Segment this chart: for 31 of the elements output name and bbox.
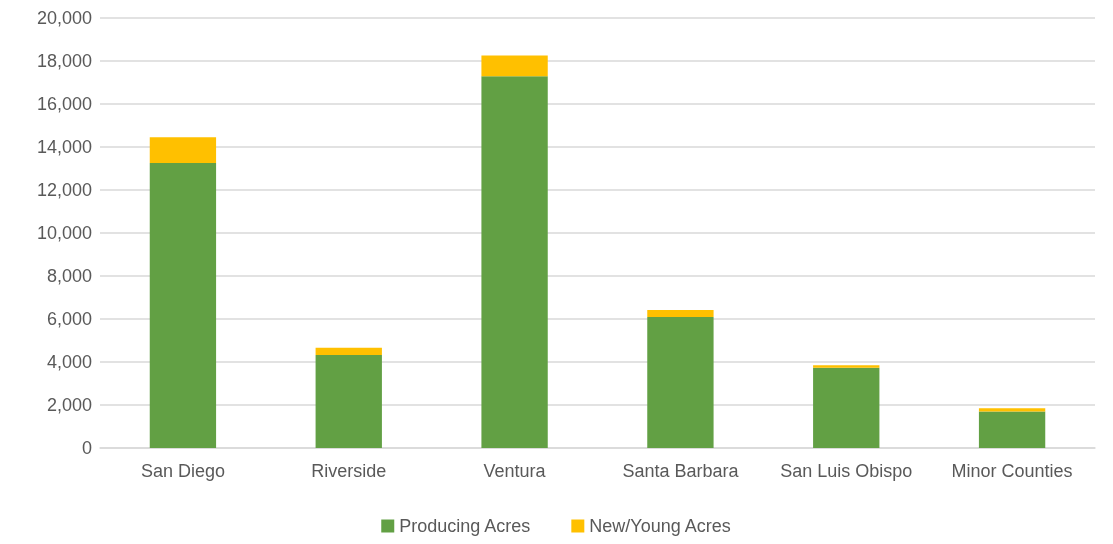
bar xyxy=(813,365,880,368)
y-tick-label: 16,000 xyxy=(36,94,92,114)
bar xyxy=(149,162,217,448)
y-tick-label: 14,000 xyxy=(36,137,92,157)
y-tick-label: 12,000 xyxy=(36,180,92,200)
y-tick-label: 18,000 xyxy=(36,51,92,71)
y-tick-label: 2,000 xyxy=(46,395,92,415)
bar xyxy=(481,76,548,448)
y-tick-label: 0 xyxy=(81,438,92,458)
y-tick-label: 4,000 xyxy=(46,352,92,372)
x-tick-label: Riverside xyxy=(311,461,387,481)
x-tick-label: San Diego xyxy=(140,461,225,481)
bar xyxy=(813,367,880,448)
y-tick-label: 8,000 xyxy=(46,266,92,286)
bar xyxy=(647,317,714,448)
bar xyxy=(647,309,714,318)
bar xyxy=(481,55,548,77)
y-tick-label: 20,000 xyxy=(36,8,92,28)
legend-label: Producing Acres xyxy=(399,516,531,536)
bar xyxy=(149,137,217,163)
y-tick-label: 6,000 xyxy=(46,309,92,329)
x-tick-label: San Luis Obispo xyxy=(780,461,913,481)
bar xyxy=(978,408,1046,412)
legend-label: New/Young Acres xyxy=(589,516,731,536)
x-tick-label: Santa Barbara xyxy=(622,461,740,481)
bar xyxy=(978,411,1046,448)
y-tick-label: 10,000 xyxy=(36,223,92,243)
bar xyxy=(315,354,382,448)
bar xyxy=(315,347,382,355)
x-tick-label: Ventura xyxy=(483,461,547,481)
x-tick-label: Minor Counties xyxy=(951,461,1073,481)
